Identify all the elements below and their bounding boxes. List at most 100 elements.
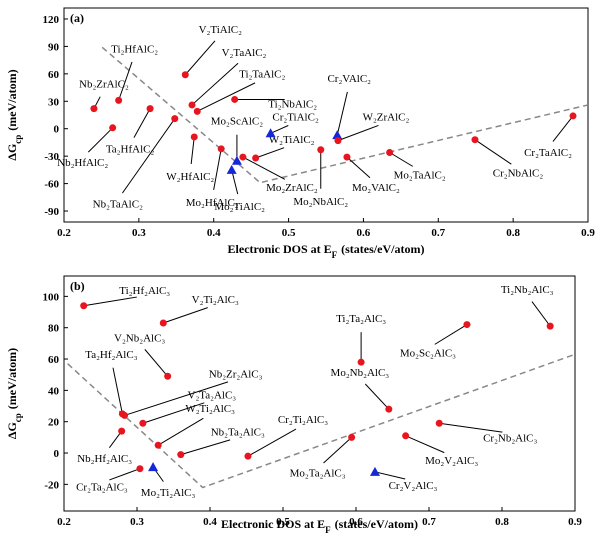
data-point: [348, 433, 356, 441]
leader-line: [323, 436, 352, 464]
point-label: Cr₂TaAlC₂: [524, 147, 572, 159]
panel-label: (a): [70, 11, 84, 25]
data-point: [226, 164, 237, 174]
data-point: [171, 115, 179, 123]
leader-line: [231, 169, 239, 195]
point-label: Mo₂ZrAlC₂: [266, 182, 318, 194]
data-point: [369, 466, 380, 476]
point-label: Mo₂VAlC₂: [352, 182, 400, 194]
y-tick-label: -90: [44, 206, 59, 218]
data-point: [334, 137, 342, 145]
point-label: Cr₂VAlC₂: [327, 73, 371, 85]
leader-line: [346, 156, 371, 179]
point-label: V₂TiAlC₂: [199, 24, 243, 36]
x-tick-label: 0.3: [130, 516, 144, 528]
data-point: [332, 130, 343, 140]
leader-line: [121, 118, 176, 194]
leader-line: [213, 148, 222, 191]
y-tick-label: 30: [48, 96, 60, 108]
point-label: Nb₂Ta₂AlC₃: [211, 427, 265, 439]
x-label-sub: F: [325, 525, 331, 535]
x-tick-label: 0.6: [357, 227, 371, 239]
x-tick-label: 0.8: [495, 516, 509, 528]
x-tick-label: 0.3: [132, 227, 146, 239]
plot-frame: [63, 275, 576, 512]
data-point: [569, 112, 577, 120]
leader-line: [247, 428, 297, 457]
data-point: [115, 96, 123, 104]
leader-line: [109, 468, 141, 481]
point-label: Mo₂NbAlC₂: [293, 196, 348, 208]
data-point: [244, 452, 252, 460]
leader-line: [255, 147, 285, 159]
data-point: [231, 155, 242, 165]
y-tick-label: 90: [48, 41, 60, 53]
point-label: Mo₂ScAlC₂: [211, 116, 263, 128]
point-label: Cr₂Ti₂AlC₃: [278, 414, 328, 426]
data-point: [118, 427, 126, 435]
x-tick-label: 0.5: [276, 516, 290, 528]
y-axis-label: ΔGcp (meV/atom): [5, 69, 23, 160]
data-point: [148, 462, 159, 472]
y-tick-label: 120: [43, 14, 60, 26]
x-tick-label: 0.2: [57, 227, 71, 239]
data-point: [159, 319, 167, 327]
x-tick-label: 0.7: [422, 516, 436, 528]
leader-line: [434, 324, 468, 345]
y-tick-label: 0: [54, 448, 60, 460]
point-label: Mo₂Ta₂AlC₃: [290, 467, 346, 479]
data-point: [357, 358, 365, 366]
data-point: [188, 101, 196, 109]
leader-line: [389, 152, 414, 167]
y-tick-label: 100: [43, 291, 60, 303]
x-axis-label: Electronic DOS at EF (states/eV/atom): [228, 242, 425, 260]
x-label-sub: F: [332, 250, 338, 260]
point-label: V₂Nb₂AlC₃: [114, 332, 165, 344]
guide-line: [101, 46, 589, 184]
x-tick-label: 0.4: [203, 516, 217, 528]
leader-line: [242, 156, 286, 180]
point-label: Cr₂Nb₂AlC₃: [483, 432, 537, 444]
data-point: [435, 419, 443, 427]
x-tick-label: 0.5: [282, 227, 296, 239]
leader-line: [83, 296, 137, 307]
point-label: Cr₂NbAlC₂: [493, 168, 544, 180]
point-label: W₂HfAlC₂: [166, 171, 214, 183]
leader-line: [118, 61, 133, 101]
panel-label: (b): [70, 279, 85, 293]
leader-line: [270, 125, 289, 134]
data-point: [546, 322, 554, 330]
data-point: [177, 451, 185, 459]
x-axis-label: Electronic DOS at EF (states/eV/atom): [221, 517, 418, 535]
data-point: [265, 128, 276, 138]
point-label: Ti₂HfAlC₂: [111, 43, 158, 55]
leader-line: [124, 381, 229, 416]
leader-line: [112, 367, 123, 414]
data-point: [121, 411, 129, 419]
point-label: V₂Ti₂AlC₃: [192, 294, 239, 306]
x-label-main: Electronic DOS at E: [228, 242, 332, 256]
data-point: [317, 146, 325, 154]
point-label: Ti₂Hf₂AlC₃: [119, 285, 170, 297]
point-label: Cr₂V₂AlC₃: [389, 480, 438, 492]
data-point: [190, 133, 198, 141]
point-label: Mo₂Sc₂AlC₃: [400, 348, 456, 360]
point-label: Nb₂HfAlC₂: [57, 157, 108, 169]
x-label-unit: (states/eV/atom): [341, 242, 424, 256]
y-tick-label: 20: [48, 417, 60, 429]
data-point: [109, 124, 117, 132]
point-label: Mo₂V₂AlC₃: [425, 455, 478, 467]
data-point: [164, 372, 172, 380]
leader-line: [364, 383, 390, 410]
point-label: Ti₂Nb₂AlC₃: [501, 284, 554, 296]
leader-line: [87, 127, 114, 153]
data-point: [463, 321, 471, 329]
leader-line: [197, 82, 256, 112]
data-point: [386, 148, 394, 156]
leader-line: [184, 40, 216, 76]
y-label-sub: cp: [13, 135, 23, 144]
data-point: [231, 95, 239, 103]
data-point: [239, 153, 247, 161]
y-tick-label: -60: [44, 179, 59, 191]
